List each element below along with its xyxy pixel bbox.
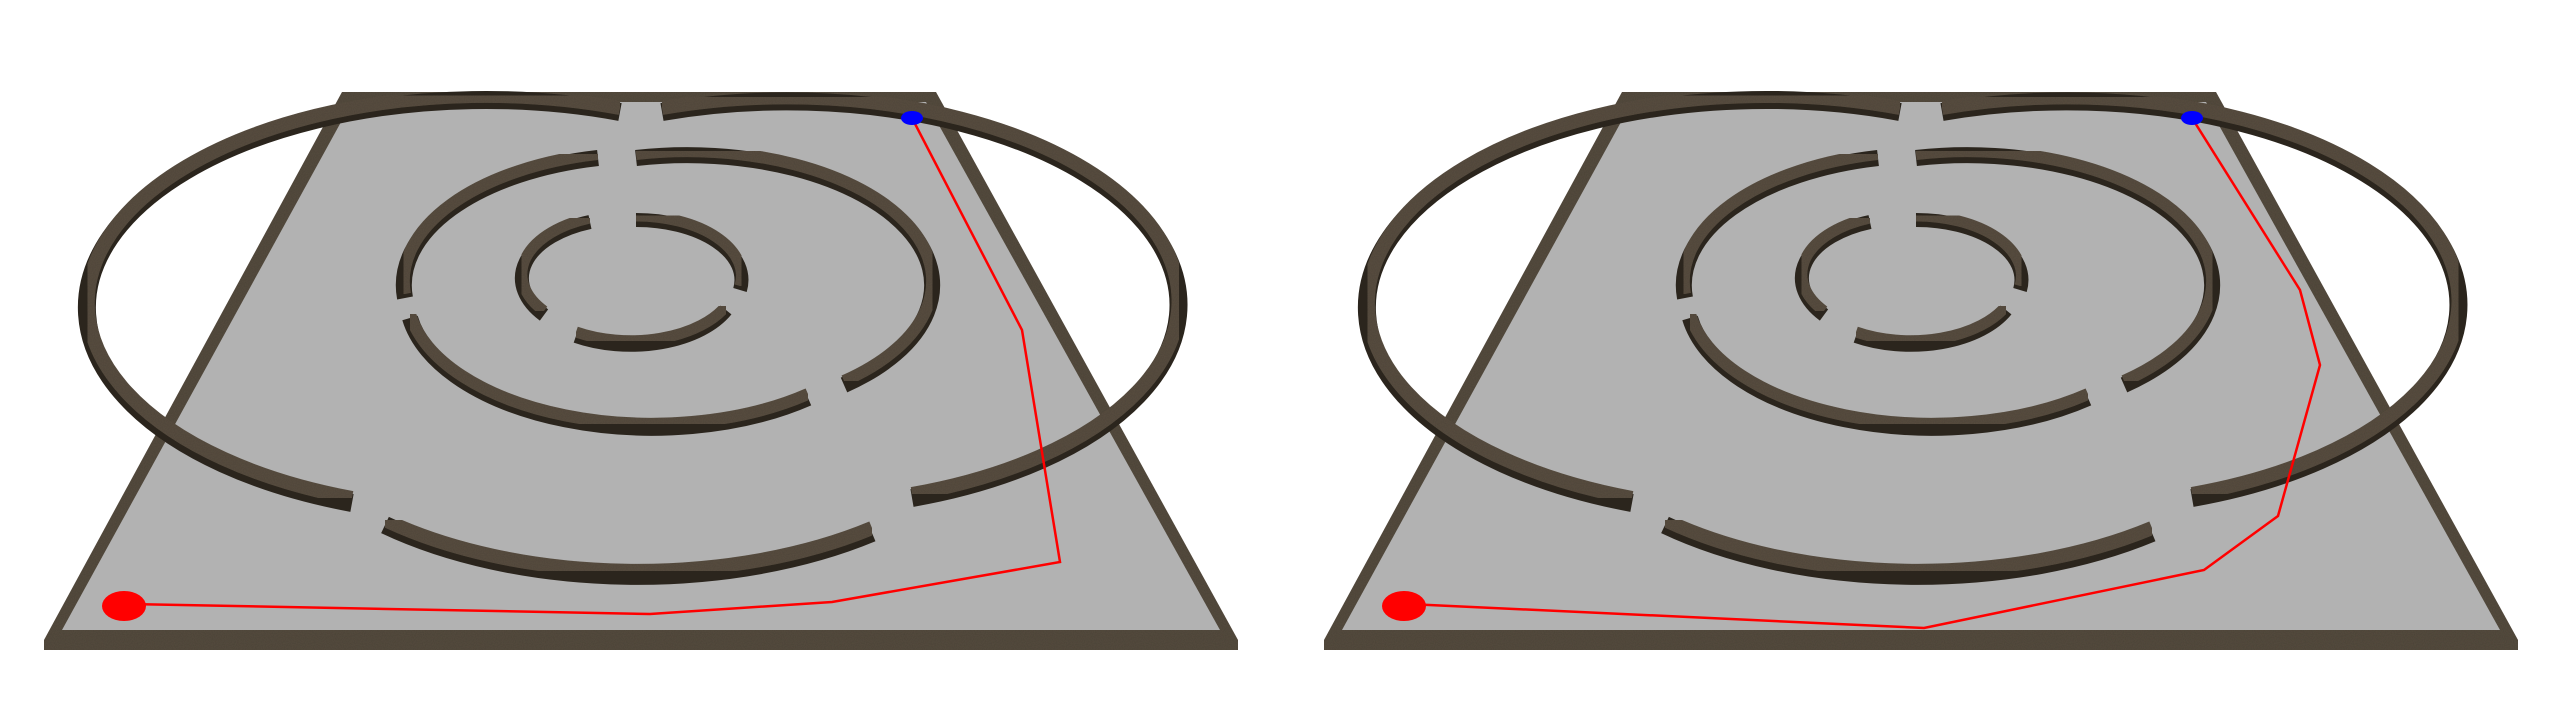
board-floor: [1342, 102, 2500, 630]
solution-path-left: [127, 117, 1062, 616]
maze-panel-right: [1324, 88, 2518, 650]
inner-ring-wall: [514, 210, 749, 352]
outer-ring-wall: [1357, 88, 2468, 585]
goal-marker: [2181, 111, 2203, 125]
goal-marker: [901, 111, 923, 125]
board-floor: [62, 102, 1220, 630]
solution-path-right: [1407, 117, 2322, 630]
start-marker: [102, 591, 146, 621]
middle-ring-wall: [1675, 145, 2221, 436]
middle-ring-wall: [395, 145, 941, 436]
maze-panel-left: [44, 88, 1238, 650]
outer-ring-wall: [77, 88, 1188, 585]
inner-ring-wall: [1794, 210, 2029, 352]
start-marker: [1382, 591, 1426, 621]
